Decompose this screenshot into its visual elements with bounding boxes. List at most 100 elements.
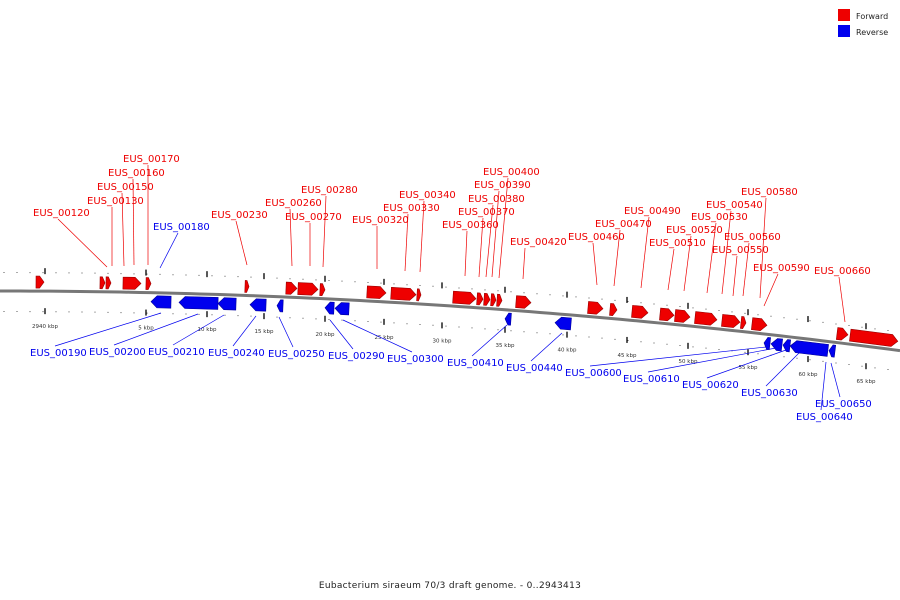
- tick-label: 45 kbp: [618, 353, 637, 359]
- forward-gene: [515, 295, 532, 309]
- gene-leader-line: [235, 220, 248, 266]
- gene-arrows-layer: [35, 275, 899, 358]
- gene-label: EUS_00190: [30, 348, 87, 359]
- tick-label: 2940 kbp: [32, 324, 58, 330]
- gene-leader-line: [589, 346, 767, 367]
- gene-leader-line: [471, 324, 508, 357]
- forward-gene: [496, 293, 503, 307]
- gene-leader-line: [172, 314, 225, 346]
- gene-leader-line: [592, 242, 598, 286]
- gene-leader-line: [278, 316, 294, 348]
- gene-label: EUS_00550: [712, 245, 769, 256]
- reverse-gene: [789, 340, 829, 357]
- reverse-gene: [763, 337, 771, 350]
- gene-label: EUS_00460: [568, 232, 625, 243]
- leader-lines-layer: [54, 165, 846, 411]
- gene-label: EUS_00180: [153, 222, 210, 233]
- forward-gene: [694, 311, 718, 326]
- forward-gene: [609, 303, 618, 316]
- tick-label: 10 kbp: [198, 327, 217, 333]
- gene-leader-line: [667, 248, 675, 291]
- forward-gene: [659, 307, 675, 322]
- gene-label: EUS_00240: [208, 348, 265, 359]
- gene-label: EUS_00540: [706, 200, 763, 211]
- forward-gene: [835, 327, 849, 341]
- gene-label: EUS_00420: [510, 237, 567, 248]
- legend-forward-label: Forward: [856, 12, 888, 21]
- reverse-gene: [276, 299, 284, 313]
- tick-label: 25 kbp: [375, 335, 394, 341]
- gene-leader-line: [485, 204, 494, 278]
- forward-gene: [319, 283, 326, 296]
- forward-gene: [751, 317, 768, 331]
- gene-label: EUS_00560: [724, 232, 781, 243]
- gene-label: EUS_00230: [211, 210, 268, 221]
- forward-gene: [674, 309, 691, 323]
- gene-label: EUS_00210: [148, 347, 205, 358]
- gene-label: EUS_00390: [474, 180, 531, 191]
- gene-label: EUS_00490: [624, 206, 681, 217]
- gene-label: EUS_00400: [483, 167, 540, 178]
- forward-gene: [483, 292, 491, 306]
- forward-gene: [490, 293, 497, 307]
- gene-leader-line: [530, 332, 563, 362]
- legend: Forward Reverse: [838, 9, 888, 37]
- gene-label: EUS_00280: [301, 185, 358, 196]
- gene-leader-line: [132, 178, 135, 266]
- gene-label: EUS_00580: [741, 187, 798, 198]
- gene-label: EUS_00130: [87, 196, 144, 207]
- gene-leader-line: [419, 200, 425, 273]
- reverse-gene: [770, 338, 783, 352]
- forward-gene: [390, 286, 417, 301]
- gene-leader-line: [820, 361, 827, 411]
- gene-label: EUS_00170: [123, 154, 180, 165]
- forward-gene: [476, 292, 484, 306]
- tick-label: 30 kbp: [433, 338, 452, 344]
- reverse-gene: [249, 298, 267, 312]
- forward-gene: [105, 276, 112, 290]
- gene-label: EUS_00380: [468, 194, 525, 205]
- gene-label: EUS_00370: [458, 207, 515, 218]
- reverse-gene: [828, 344, 837, 358]
- gene-leader-line: [732, 255, 738, 297]
- gene-leader-line: [522, 247, 526, 280]
- gene-leader-line: [765, 351, 801, 387]
- gene-label: EUS_00250: [268, 349, 325, 360]
- gene-label: EUS_00150: [97, 182, 154, 193]
- gene-label: EUS_00160: [108, 168, 165, 179]
- forward-gene: [587, 301, 604, 315]
- reverse-gene: [782, 339, 791, 353]
- reverse-gene: [150, 295, 172, 309]
- gene-leader-line: [613, 229, 621, 287]
- gene-leader-line: [759, 197, 767, 299]
- legend-reverse-swatch: [838, 25, 850, 37]
- reverse-gene: [554, 316, 572, 331]
- ticks-layer: 2940 kbp 5 kbp 10 kbp 15 kbp 20 kbp 25 kbp 30 …: [3, 268, 889, 385]
- gene-label: EUS_00610: [623, 374, 680, 385]
- gene-leader-line: [54, 312, 162, 347]
- forward-gene: [452, 290, 477, 305]
- tick-label: 50 kbp: [679, 359, 698, 365]
- tick-label: 40 kbp: [558, 348, 577, 354]
- gene-leader-line: [838, 276, 846, 323]
- gene-label: EUS_00290: [328, 351, 385, 362]
- tick-label: 55 kbp: [739, 365, 758, 371]
- forward-gene: [740, 316, 747, 329]
- gene-label: EUS_00640: [796, 412, 853, 423]
- tick-label: 5 kbp: [138, 326, 154, 332]
- forward-gene: [122, 276, 142, 290]
- backbone-layer: [0, 289, 900, 353]
- gene-label: EUS_00330: [383, 203, 440, 214]
- gene-leader-line: [706, 222, 717, 294]
- gene-leader-line: [640, 216, 650, 289]
- gene-leader-line: [57, 218, 108, 268]
- map-caption: Eubacterium siraeum 70/3 draft genome. -…: [319, 581, 581, 591]
- reverse-gene: [217, 297, 237, 311]
- gene-label: EUS_00120: [33, 208, 90, 219]
- forward-gene: [285, 281, 298, 295]
- gene-leader-line: [706, 349, 787, 379]
- gene-label: EUS_00510: [649, 238, 706, 249]
- gene-leader-line: [763, 273, 779, 307]
